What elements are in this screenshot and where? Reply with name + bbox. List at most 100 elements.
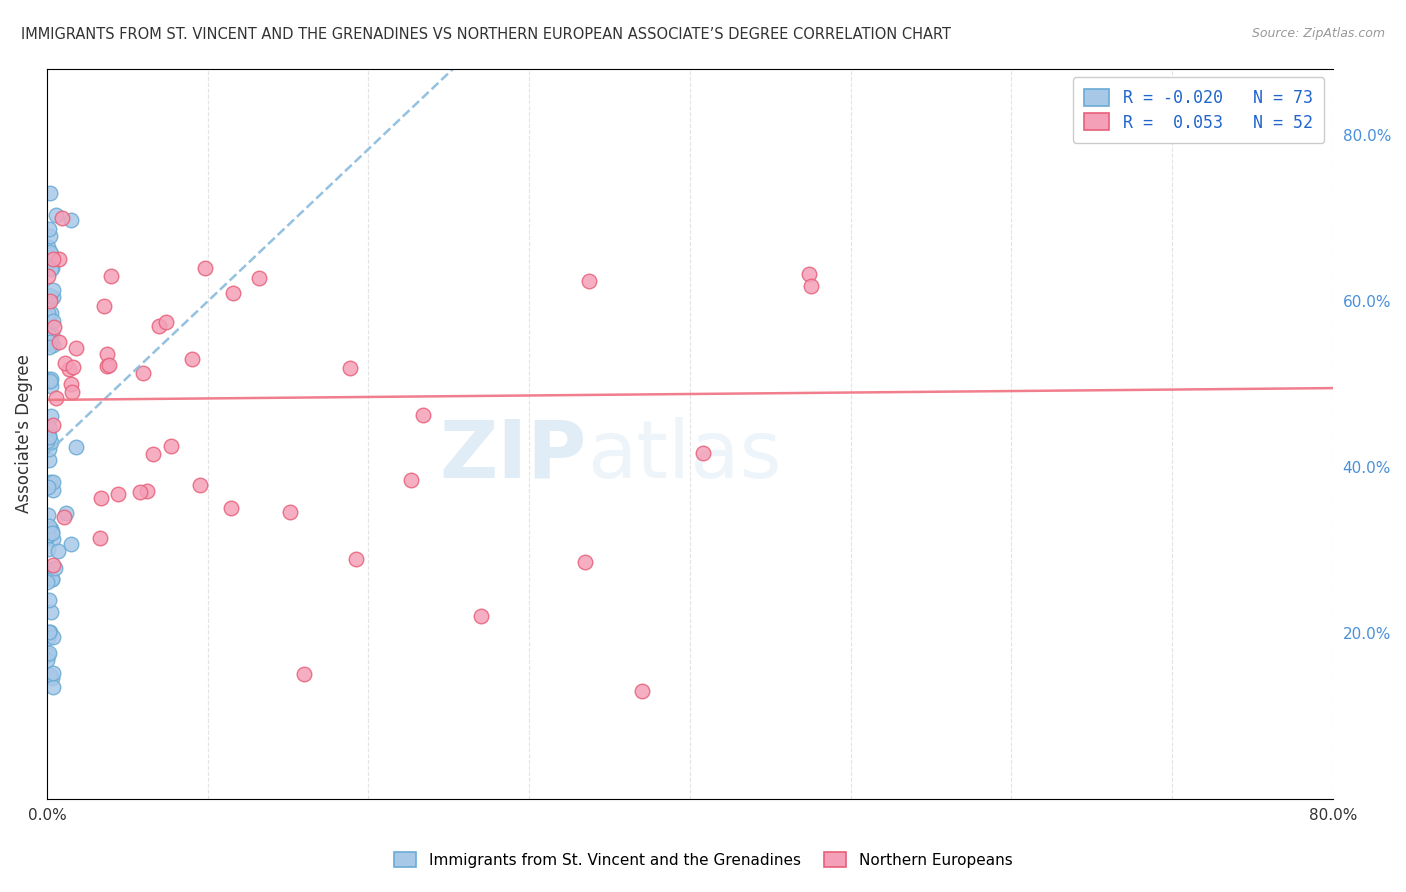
- Point: [42, 532, 65, 546]
- Point: [59, 536, 82, 550]
- Point: [412, 408, 434, 422]
- Point: [39, 374, 62, 388]
- Point: [247, 270, 270, 285]
- Point: [188, 478, 211, 492]
- Point: [38, 222, 60, 236]
- Point: [42, 630, 65, 644]
- Point: [41, 572, 63, 586]
- Point: [45, 208, 67, 222]
- Point: [148, 318, 170, 333]
- Point: [98, 358, 121, 372]
- Point: [37, 508, 59, 523]
- Point: [37, 627, 59, 641]
- Point: [51, 211, 73, 225]
- Point: [38, 592, 60, 607]
- Point: [278, 505, 301, 519]
- Point: [799, 278, 821, 293]
- Point: [46, 544, 69, 558]
- Point: [42, 665, 65, 680]
- Point: [159, 439, 181, 453]
- Point: [38, 475, 60, 489]
- Point: [399, 473, 422, 487]
- Point: [41, 284, 63, 298]
- Point: [42, 681, 65, 695]
- Point: [60, 212, 83, 227]
- Point: [42, 475, 65, 489]
- Point: [39, 293, 62, 308]
- Point: [39, 668, 62, 682]
- Point: [132, 366, 155, 380]
- Point: [42, 290, 65, 304]
- Point: [37, 541, 59, 556]
- Point: [107, 486, 129, 500]
- Point: [39, 186, 62, 200]
- Point: [96, 347, 118, 361]
- Point: [470, 609, 492, 624]
- Point: [37, 239, 59, 253]
- Y-axis label: Associate's Degree: Associate's Degree: [15, 354, 32, 513]
- Point: [38, 428, 60, 442]
- Point: [60, 384, 83, 399]
- Point: [38, 430, 60, 444]
- Point: [38, 334, 60, 349]
- Point: [799, 267, 821, 281]
- Point: [39, 306, 62, 320]
- Point: [35, 653, 58, 667]
- Point: [39, 372, 62, 386]
- Legend: R = -0.020   N = 73, R =  0.053   N = 52: R = -0.020 N = 73, R = 0.053 N = 52: [1073, 77, 1324, 144]
- Point: [37, 648, 59, 662]
- Point: [39, 625, 62, 640]
- Point: [37, 530, 59, 544]
- Point: [96, 359, 118, 374]
- Point: [53, 510, 76, 524]
- Point: [194, 260, 217, 275]
- Point: [39, 409, 62, 423]
- Point: [48, 252, 70, 267]
- Point: [90, 491, 112, 505]
- Point: [37, 326, 59, 341]
- Point: [221, 285, 243, 300]
- Point: [37, 562, 59, 576]
- Point: [38, 311, 60, 326]
- Point: [45, 391, 67, 405]
- Point: [37, 250, 59, 264]
- Point: [41, 524, 63, 539]
- Point: [44, 560, 66, 574]
- Point: [65, 441, 87, 455]
- Point: [58, 362, 80, 376]
- Point: [41, 572, 63, 586]
- Point: [39, 288, 62, 302]
- Point: [41, 326, 63, 341]
- Point: [339, 361, 361, 376]
- Point: [42, 338, 65, 352]
- Legend: Immigrants from St. Vincent and the Grenadines, Northern Europeans: Immigrants from St. Vincent and the Gren…: [385, 844, 1021, 875]
- Point: [155, 315, 177, 329]
- Point: [55, 506, 77, 520]
- Point: [39, 378, 62, 392]
- Point: [37, 372, 59, 386]
- Point: [292, 667, 315, 681]
- Point: [42, 483, 65, 497]
- Point: [100, 268, 122, 283]
- Point: [41, 261, 63, 276]
- Point: [89, 531, 111, 545]
- Point: [344, 552, 367, 566]
- Point: [37, 528, 59, 542]
- Point: [38, 518, 60, 533]
- Point: [37, 288, 59, 302]
- Text: Source: ZipAtlas.com: Source: ZipAtlas.com: [1251, 27, 1385, 40]
- Point: [62, 359, 84, 374]
- Point: [59, 376, 82, 391]
- Text: ZIP: ZIP: [440, 417, 586, 494]
- Point: [41, 525, 63, 540]
- Point: [65, 341, 87, 355]
- Point: [129, 484, 152, 499]
- Point: [41, 558, 63, 572]
- Point: [39, 262, 62, 277]
- Point: [41, 252, 63, 267]
- Point: [37, 306, 59, 320]
- Point: [38, 340, 60, 354]
- Point: [37, 631, 59, 645]
- Point: [38, 420, 60, 434]
- Point: [1241, 128, 1264, 142]
